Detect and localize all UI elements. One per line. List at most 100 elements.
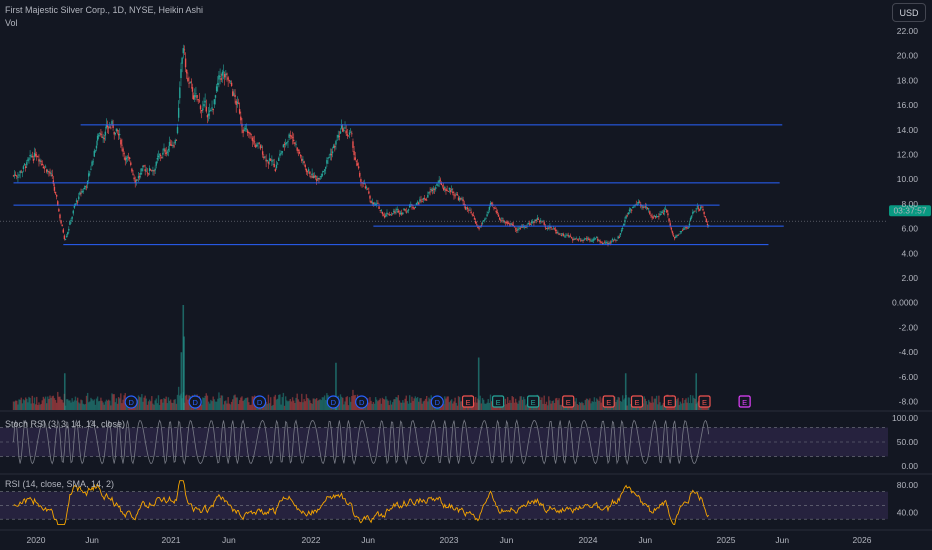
candle[interactable]: [629, 208, 632, 210]
candle[interactable]: [423, 197, 426, 199]
candle[interactable]: [206, 115, 209, 118]
candle[interactable]: [651, 216, 653, 218]
candle[interactable]: [69, 221, 71, 225]
candle[interactable]: [295, 143, 297, 145]
candle[interactable]: [576, 239, 579, 241]
candle[interactable]: [298, 152, 301, 154]
candle[interactable]: [197, 99, 199, 100]
candle[interactable]: [449, 190, 452, 192]
candle[interactable]: [476, 224, 478, 226]
candle[interactable]: [128, 157, 131, 160]
candle[interactable]: [359, 172, 361, 177]
candle[interactable]: [96, 135, 99, 141]
candle[interactable]: [318, 178, 320, 180]
candle[interactable]: [321, 174, 324, 176]
candle[interactable]: [418, 202, 420, 205]
candle[interactable]: [329, 153, 331, 156]
candle[interactable]: [345, 130, 347, 134]
candle[interactable]: [628, 209, 631, 212]
dividend-marker[interactable]: [430, 395, 444, 409]
candle[interactable]: [516, 230, 518, 232]
candle[interactable]: [94, 150, 97, 152]
candle[interactable]: [24, 166, 27, 168]
candle[interactable]: [706, 223, 709, 226]
candle[interactable]: [633, 205, 635, 207]
candle[interactable]: [399, 212, 402, 215]
candle[interactable]: [552, 228, 555, 230]
candle[interactable]: [472, 215, 475, 217]
candle[interactable]: [44, 166, 47, 168]
candle[interactable]: [381, 211, 384, 215]
candle[interactable]: [349, 131, 352, 133]
candle[interactable]: [659, 213, 661, 216]
candle[interactable]: [235, 100, 237, 105]
candle[interactable]: [253, 141, 256, 143]
candle[interactable]: [127, 156, 130, 158]
candle[interactable]: [688, 223, 691, 226]
candle[interactable]: [212, 108, 214, 111]
candle[interactable]: [438, 180, 440, 184]
time-axis[interactable]: 2020 Jun 2021 Jun 2022 Jun 2023 Jun 2024 Jun 2025 J…: [27, 535, 872, 545]
candle[interactable]: [537, 218, 540, 220]
candle[interactable]: [511, 223, 513, 225]
candle[interactable]: [614, 239, 616, 240]
candle[interactable]: [671, 231, 674, 234]
candle[interactable]: [119, 134, 121, 135]
candle[interactable]: [545, 228, 548, 229]
candle[interactable]: [348, 132, 351, 135]
candle[interactable]: [401, 213, 403, 215]
candle[interactable]: [31, 156, 34, 157]
candle[interactable]: [425, 199, 428, 201]
rsi-pane[interactable]: 80.00 40.00: [0, 480, 918, 526]
candle[interactable]: [705, 219, 708, 223]
candle[interactable]: [331, 151, 334, 154]
candle[interactable]: [32, 159, 35, 161]
candle[interactable]: [57, 201, 59, 206]
candle[interactable]: [575, 238, 577, 240]
candle[interactable]: [680, 231, 683, 233]
candle[interactable]: [666, 210, 668, 213]
candle[interactable]: [398, 213, 401, 215]
candle[interactable]: [43, 167, 46, 169]
candle[interactable]: [413, 207, 415, 209]
candle[interactable]: [414, 206, 417, 208]
candle[interactable]: [102, 136, 104, 138]
candle[interactable]: [599, 240, 601, 242]
candle[interactable]: [498, 217, 501, 220]
candle[interactable]: [271, 160, 273, 162]
candle[interactable]: [524, 226, 526, 228]
candle[interactable]: [266, 160, 268, 162]
candle[interactable]: [605, 242, 607, 244]
candle[interactable]: [230, 82, 233, 86]
candle[interactable]: [676, 235, 678, 237]
candle[interactable]: [700, 206, 702, 210]
candle[interactable]: [650, 214, 652, 216]
candle[interactable]: [363, 183, 366, 184]
candle[interactable]: [597, 238, 599, 241]
candle[interactable]: [207, 113, 210, 116]
candle[interactable]: [447, 191, 449, 192]
candle[interactable]: [305, 168, 308, 172]
candle[interactable]: [560, 235, 563, 236]
candle[interactable]: [408, 205, 411, 208]
candle[interactable]: [696, 206, 699, 208]
candle[interactable]: [166, 151, 169, 153]
candle[interactable]: [287, 141, 289, 142]
candle[interactable]: [430, 188, 432, 191]
candle[interactable]: [218, 75, 220, 80]
candle[interactable]: [702, 209, 704, 211]
candle[interactable]: [354, 157, 356, 160]
candle[interactable]: [625, 216, 627, 219]
candle[interactable]: [153, 170, 155, 172]
candle[interactable]: [304, 165, 306, 168]
candle[interactable]: [109, 126, 111, 128]
candle[interactable]: [338, 136, 341, 138]
candle[interactable]: [394, 211, 396, 214]
candle[interactable]: [242, 129, 244, 133]
candle[interactable]: [562, 234, 565, 236]
candle[interactable]: [62, 229, 64, 233]
candle[interactable]: [171, 145, 173, 146]
candle[interactable]: [288, 134, 290, 138]
candle[interactable]: [290, 135, 293, 137]
candle[interactable]: [343, 129, 345, 132]
